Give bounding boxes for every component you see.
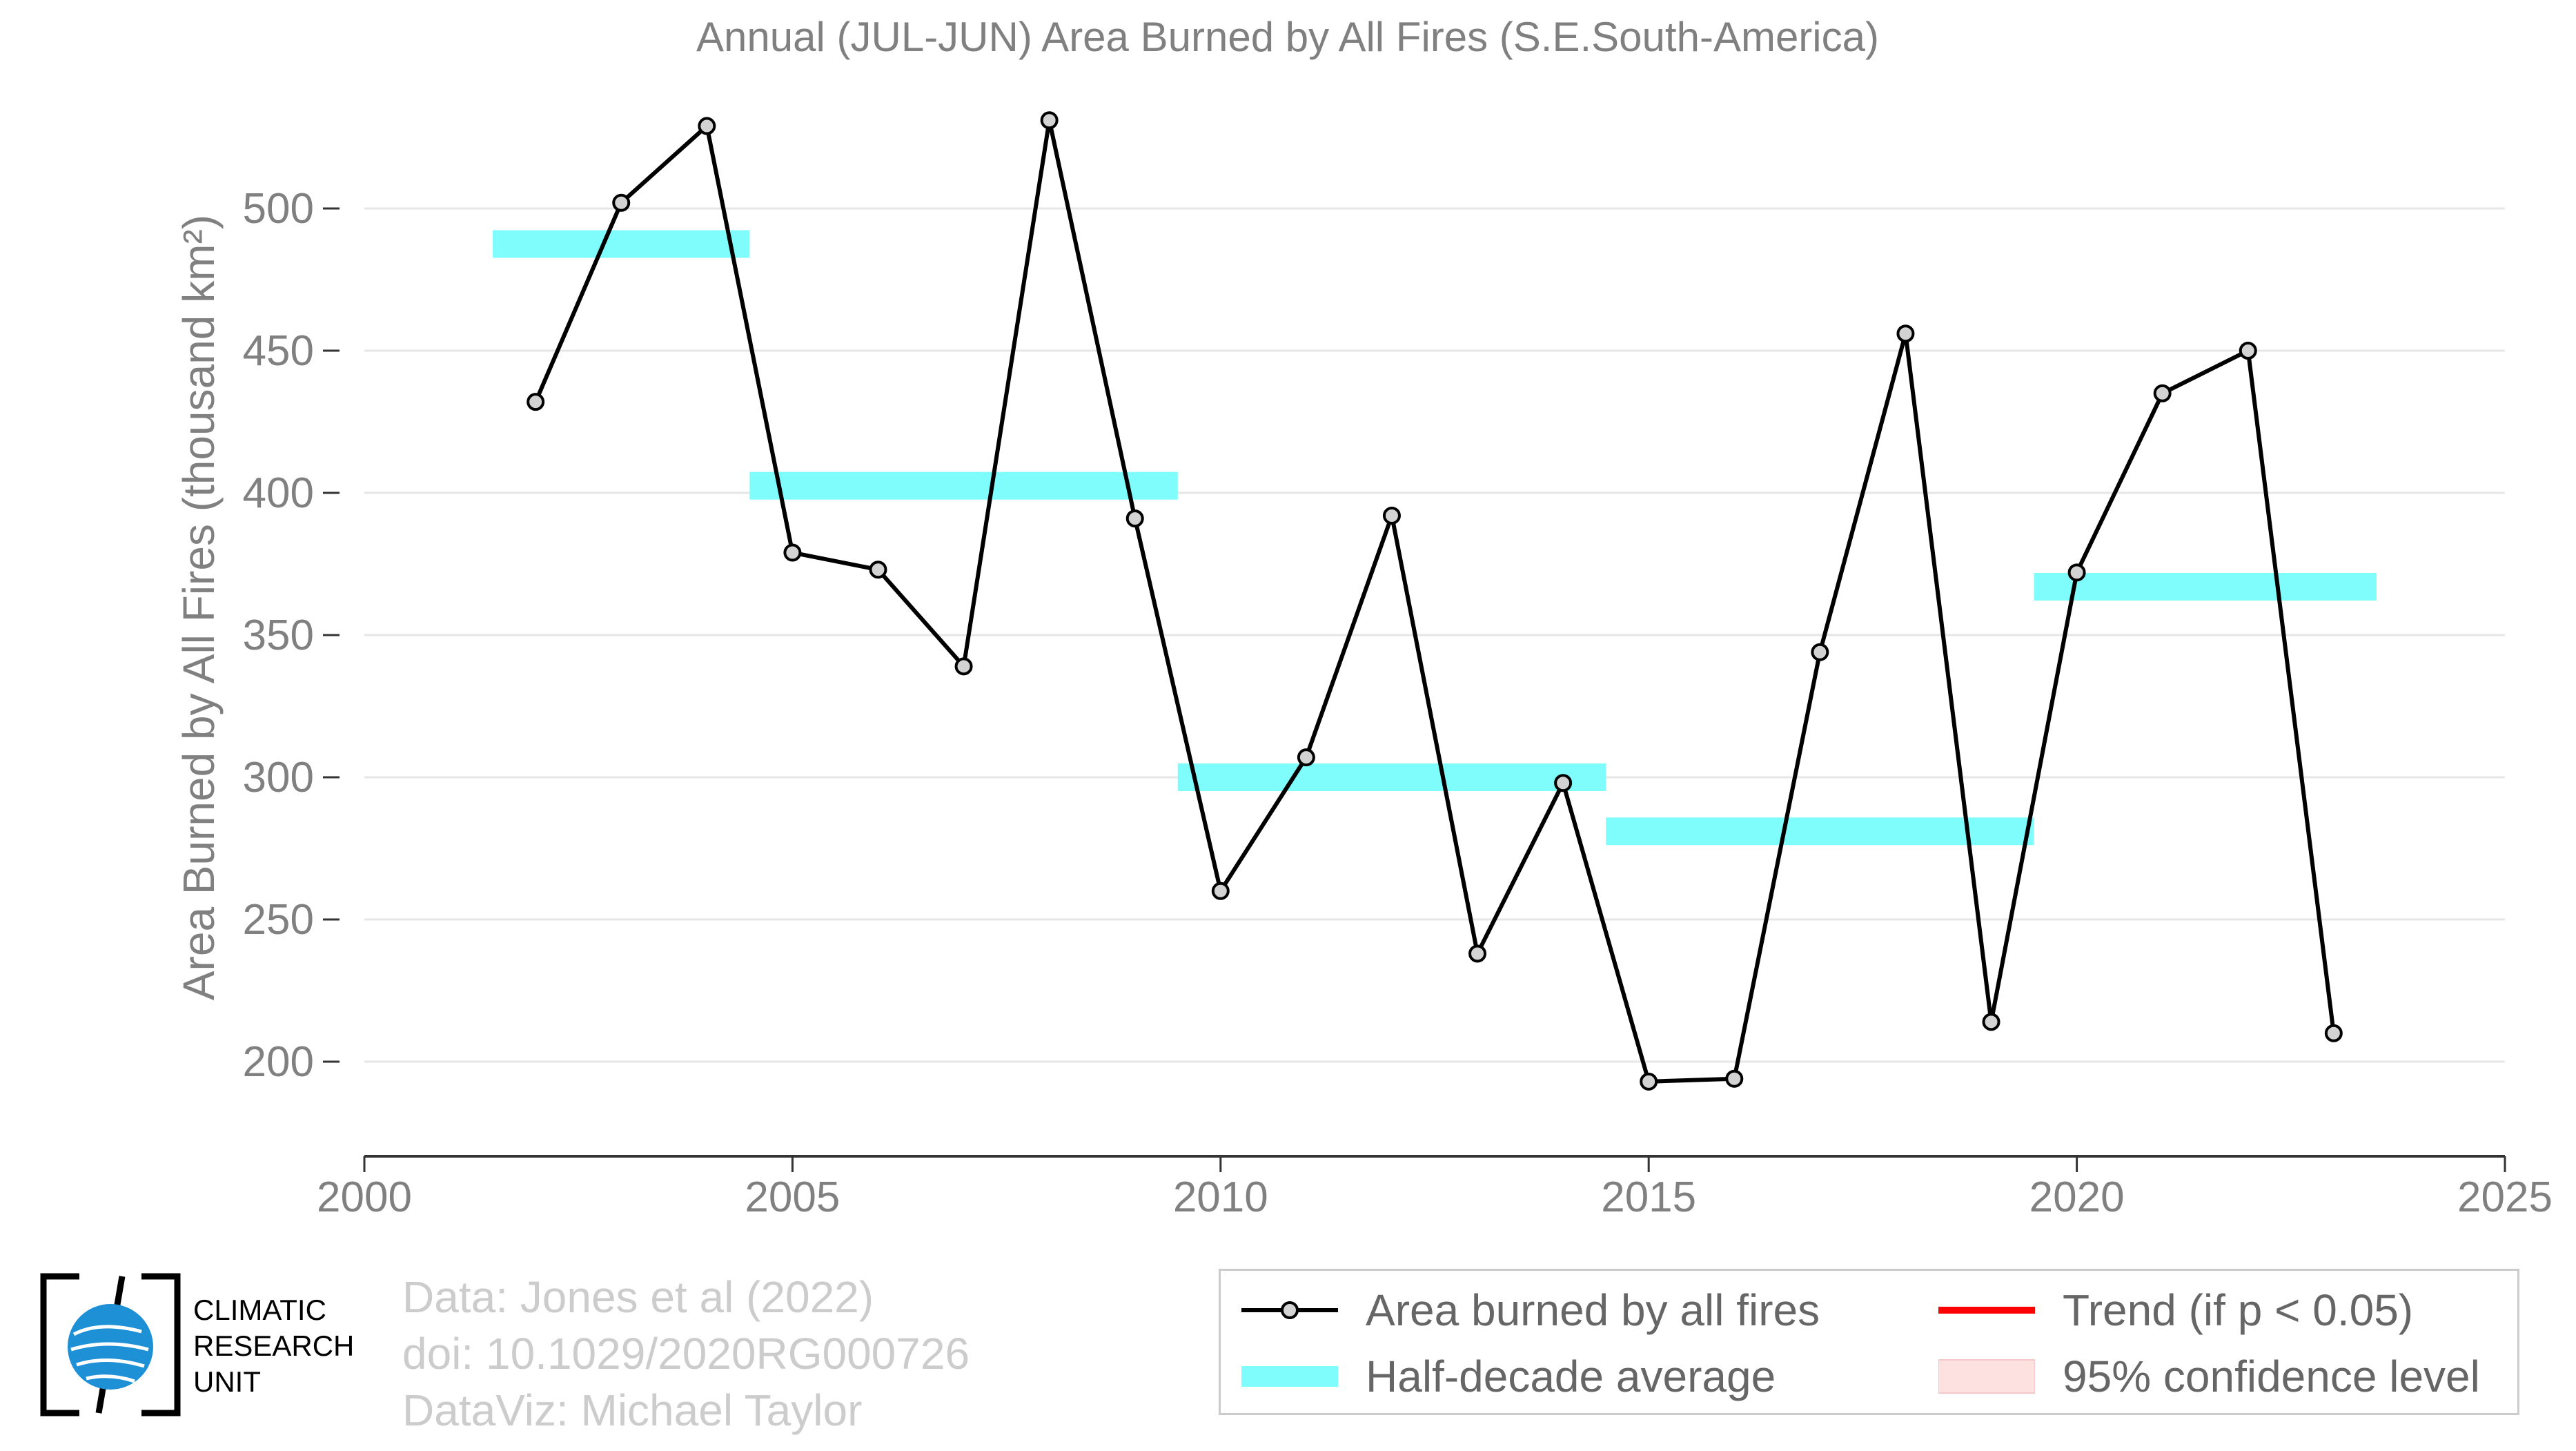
cru-logo-text: CLIMATIC RESEARCH UNIT [193,1292,354,1400]
data-point-2017 [1811,643,1829,661]
legend-item-confidence: 95% confidence level [1938,1345,2480,1408]
data-point-2013 [1468,944,1487,963]
data-point-2018 [1896,324,1915,343]
legend: Area burned by all fires Trend (if p < 0… [1219,1269,2519,1415]
y-tick-label-450: 450 [243,327,314,375]
legend-symbol-half-decade [1241,1356,1338,1397]
data-point-2011 [1297,748,1315,767]
half-decade-bar-1 [749,471,1178,500]
cru-logo [38,1272,183,1417]
logo-line-3: UNIT [193,1365,261,1398]
data-point-2005 [783,543,802,562]
legend-symbol-trend [1938,1289,2035,1331]
data-point-2007 [954,657,973,676]
x-axis: 2000 2005 2010 2015 2020 2025 [317,1155,2553,1221]
legend-label-confidence: 95% confidence level [2063,1352,2480,1401]
x-tick-label-2020: 2020 [2029,1174,2125,1221]
legend-label-area-burned: Area burned by all fires [1366,1285,1820,1335]
series-line-0 [533,118,2336,1084]
y-tick-label-500: 500 [243,185,314,233]
data-point-2014 [1554,774,1573,792]
half-decade-bar-4 [2034,572,2377,601]
data-point-2015 [1640,1072,1658,1091]
y-axis-label: Area Burned by All Fires (thousand km²) [174,215,224,1000]
data-point-2021 [2153,384,2172,402]
x-tick-label-2000: 2000 [317,1174,412,1221]
series-area-burned [527,111,2343,1091]
data-point-2009 [1125,509,1144,528]
credit-data-source: Data: Jones et al (2022) [402,1272,874,1322]
legend-symbol-confidence [1938,1356,2036,1397]
data-point-2008 [1040,111,1059,130]
x-tick-label-2015: 2015 [1601,1174,1696,1221]
data-point-2022 [2239,342,2257,360]
cru-logo-mark [40,1273,181,1416]
gridlines [364,207,2505,1063]
y-axis-ticks: 200 250 300 350 400 450 500 [243,185,340,1086]
data-point-2010 [1211,882,1230,900]
data-point-2003 [612,193,631,212]
data-credits: Data: Jones et al (2022) doi: 10.1029/20… [402,1269,970,1439]
x-tick-label-2010: 2010 [1173,1174,1268,1221]
chart-title: Annual (JUL-JUN) Area Burned by All Fire… [696,14,1879,60]
legend-label-trend: Trend (if p < 0.05) [2063,1285,2414,1335]
half-decade-bar-0 [493,230,750,258]
data-point-2019 [1982,1013,2000,1031]
data-point-2004 [698,117,716,135]
data-point-2023 [2324,1024,2343,1042]
y-tick-label-250: 250 [243,896,314,944]
credit-dataviz: DataViz: Michael Taylor [402,1385,863,1435]
logo-line-2: RESEARCH [193,1330,355,1362]
x-tick-label-2005: 2005 [745,1174,840,1221]
legend-item-area-burned: Area burned by all fires [1241,1279,1820,1341]
logo-line-1: CLIMATIC [193,1294,326,1326]
half-decade-bar-3 [1606,817,2034,846]
data-point-2002 [527,393,545,411]
credit-doi: doi: 10.1029/2020RG000726 [402,1329,970,1379]
legend-label-half-decade: Half-decade average [1366,1352,1776,1401]
data-point-2016 [1725,1069,1744,1088]
y-tick-label-400: 400 [243,469,314,517]
y-tick-label-300: 300 [243,754,314,801]
y-tick-label-200: 200 [243,1038,314,1086]
y-tick-label-350: 350 [243,612,314,659]
x-tick-label-2025: 2025 [2457,1174,2553,1221]
legend-symbol-line [1241,1289,1338,1331]
legend-item-half-decade: Half-decade average [1241,1345,1776,1408]
legend-item-trend: Trend (if p < 0.05) [1938,1279,2413,1341]
data-point-2020 [2067,563,2086,582]
data-point-2006 [869,561,887,579]
half-decade-bar-2 [1177,763,1606,791]
data-point-2012 [1382,506,1401,525]
half-decade-average-bars [493,230,2377,846]
